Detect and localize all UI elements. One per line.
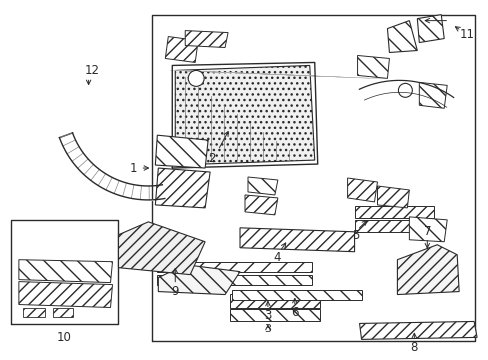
Polygon shape — [118, 222, 205, 275]
Polygon shape — [19, 260, 112, 283]
Text: 12: 12 — [85, 64, 100, 77]
Polygon shape — [165, 37, 198, 62]
Bar — [354, 220, 433, 232]
Polygon shape — [155, 135, 208, 168]
Text: 2: 2 — [208, 152, 215, 165]
Bar — [157, 275, 311, 285]
Text: 5: 5 — [351, 229, 359, 242]
Text: 9: 9 — [171, 285, 179, 298]
Polygon shape — [347, 178, 377, 202]
Text: 4: 4 — [273, 251, 280, 264]
Bar — [232, 289, 361, 300]
Text: 3: 3 — [264, 309, 271, 322]
Polygon shape — [19, 282, 112, 307]
Text: 1: 1 — [129, 162, 137, 175]
Text: 10: 10 — [56, 331, 71, 344]
Text: 8: 8 — [410, 341, 417, 354]
Polygon shape — [357, 55, 388, 78]
Polygon shape — [377, 186, 408, 208]
Bar — [354, 206, 433, 218]
Polygon shape — [416, 15, 443, 42]
Bar — [229, 310, 319, 321]
Text: 7: 7 — [423, 225, 430, 238]
Polygon shape — [359, 321, 476, 339]
Bar — [23, 307, 45, 318]
Circle shape — [398, 84, 411, 97]
Text: 6: 6 — [290, 306, 298, 319]
Bar — [157, 262, 311, 272]
Polygon shape — [155, 168, 210, 208]
Polygon shape — [397, 245, 458, 294]
Polygon shape — [419, 82, 447, 108]
Polygon shape — [408, 217, 447, 242]
Polygon shape — [158, 265, 240, 294]
Polygon shape — [386, 21, 416, 53]
Bar — [53, 307, 73, 318]
Polygon shape — [244, 195, 277, 215]
Circle shape — [188, 71, 203, 86]
Text: 11: 11 — [459, 28, 474, 41]
Bar — [229, 293, 319, 307]
Text: 3: 3 — [264, 324, 271, 334]
Polygon shape — [175, 66, 314, 165]
Polygon shape — [185, 31, 227, 48]
Polygon shape — [240, 228, 354, 252]
Polygon shape — [247, 177, 277, 195]
